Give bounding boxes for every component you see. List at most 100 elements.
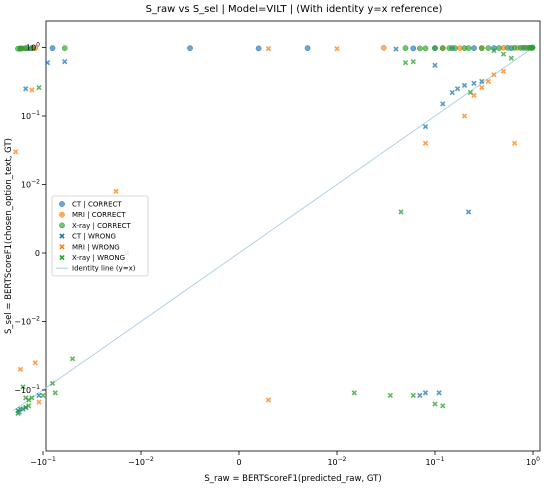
data-point-ct-wrong <box>461 82 468 89</box>
legend-label: MRI | WRONG <box>72 243 120 251</box>
data-point-ct-wrong <box>449 89 455 96</box>
x-tick-label: −10−2 <box>128 456 154 467</box>
data-point-mri-wrong <box>511 140 518 146</box>
data-point-ct-wrong <box>436 390 442 396</box>
data-point-x-ray-correct <box>465 45 472 51</box>
data-point-x-ray-correct <box>402 45 409 51</box>
data-point-x-ray-wrong <box>440 403 446 409</box>
y-tick-label: 10−2 <box>21 179 40 190</box>
data-point-ct-wrong <box>62 59 68 65</box>
x-tick-label: 10−2 <box>327 456 346 467</box>
data-point-x-ray-wrong <box>432 401 438 407</box>
data-point-x-ray-wrong <box>23 404 29 411</box>
data-point-mri-wrong <box>29 87 35 93</box>
data-point-x-ray-correct <box>478 45 485 51</box>
data-point-x-ray-wrong <box>467 89 474 96</box>
data-point-mri-wrong <box>422 140 429 146</box>
data-point-x-ray-correct <box>439 45 446 51</box>
data-point-mri-wrong <box>32 360 38 366</box>
data-point-x-ray-correct <box>416 45 423 52</box>
x-axis-label: S_raw = BERTScoreF1(predicted_raw, GT) <box>204 474 381 484</box>
y-tick-label: 0 <box>35 249 40 258</box>
legend-marker <box>59 222 65 229</box>
x-tick-label: −10−1 <box>30 456 56 467</box>
data-point-mri-wrong <box>334 46 340 52</box>
data-point-x-ray-wrong <box>398 209 404 215</box>
legend-marker <box>59 254 65 261</box>
data-point-mri-correct <box>380 44 387 51</box>
data-point-x-ray-wrong <box>15 410 21 417</box>
data-point-ct-wrong <box>422 123 429 130</box>
data-point-x-ray-correct <box>422 45 429 52</box>
x-axis-ticks: −10−1 −10−2 0 10−2 10−1 100 <box>30 451 540 467</box>
data-point-mri-wrong <box>36 399 42 405</box>
legend-marker <box>59 244 65 250</box>
data-point-ct-correct <box>471 45 477 51</box>
x-tick-label: 0 <box>236 458 241 467</box>
y-tick-label: 10−1 <box>21 110 40 121</box>
data-point-x-ray-correct <box>28 45 35 51</box>
data-point-ct-wrong <box>465 209 472 215</box>
legend-box <box>51 195 149 277</box>
data-point-x-ray-wrong <box>20 384 26 390</box>
legend-label: CT | CORRECT <box>72 201 122 209</box>
y-axis-label: S_sel = BERTScoreF1(chosen_option_text, … <box>4 138 14 334</box>
data-point-mri-wrong <box>485 78 491 85</box>
data-point-ct-correct <box>255 45 262 52</box>
data-point-x-ray-wrong <box>387 392 393 399</box>
data-point-x-ray-wrong <box>402 60 409 66</box>
data-point-mri-wrong <box>479 84 485 91</box>
data-point-x-ray-correct <box>485 45 492 51</box>
identity-line-layer <box>13 47 534 411</box>
x-tick-label: 100 <box>526 456 540 467</box>
data-point-ct-wrong <box>44 60 51 66</box>
data-point-mri-wrong <box>491 72 497 78</box>
legend-label: Identity line (y=x) <box>72 265 136 273</box>
data-point-x-ray-wrong <box>491 47 497 54</box>
data-point-mri-wrong <box>265 46 272 52</box>
data-point-ct-wrong <box>471 80 477 86</box>
data-point-x-ray-wrong <box>500 51 507 57</box>
legend-marker <box>59 233 65 239</box>
data-point-x-ray-wrong <box>40 392 46 399</box>
data-point-ct-wrong <box>479 78 485 85</box>
data-point-mri-wrong <box>13 149 19 155</box>
data-point-x-ray-correct <box>511 44 518 51</box>
data-point-x-ray-correct <box>517 44 524 51</box>
data-point-ct-correct <box>304 45 311 51</box>
data-point-x-ray-correct <box>61 45 68 51</box>
data-point-x-ray-wrong <box>52 390 58 396</box>
data-point-ct-correct <box>410 45 417 52</box>
data-points-layer <box>13 44 536 417</box>
data-point-ct-correct <box>49 45 56 51</box>
data-point-x-ray-wrong <box>410 59 416 65</box>
data-point-x-ray-wrong <box>69 356 76 362</box>
data-point-ct-wrong <box>454 86 461 92</box>
data-point-x-ray-correct <box>504 44 511 51</box>
legend-label: X-ray | CORRECT <box>72 222 132 230</box>
data-point-x-ray-wrong <box>351 390 357 396</box>
data-point-x-ray-correct <box>496 45 502 51</box>
legend-label: X-ray | WRONG <box>72 254 125 262</box>
data-point-x-ray-wrong <box>26 403 32 409</box>
identity-line <box>13 47 534 411</box>
y-tick-label: −10−2 <box>14 316 40 327</box>
data-point-ct-wrong <box>23 86 29 92</box>
data-point-mri-wrong <box>17 366 24 373</box>
legend-label: MRI | CORRECT <box>72 211 126 219</box>
data-point-mri-wrong <box>500 68 507 74</box>
data-point-x-ray-correct <box>22 45 29 52</box>
x-tick-label: 10−1 <box>425 456 444 467</box>
data-point-ct-wrong <box>417 392 423 399</box>
data-point-ct-wrong <box>440 101 446 107</box>
legend-marker <box>59 211 65 218</box>
data-point-x-ray-correct <box>446 45 453 51</box>
data-point-mri-wrong <box>265 397 272 403</box>
data-point-ct-wrong <box>422 390 429 396</box>
data-point-x-ray-wrong <box>36 84 42 91</box>
y-axis-ticks: −10−1 −10−2 0 10−2 10−1 100 <box>14 42 46 395</box>
y-tick-label: 100 <box>26 42 40 53</box>
data-point-x-ray-wrong <box>49 380 56 387</box>
data-point-ct-wrong <box>393 46 399 52</box>
